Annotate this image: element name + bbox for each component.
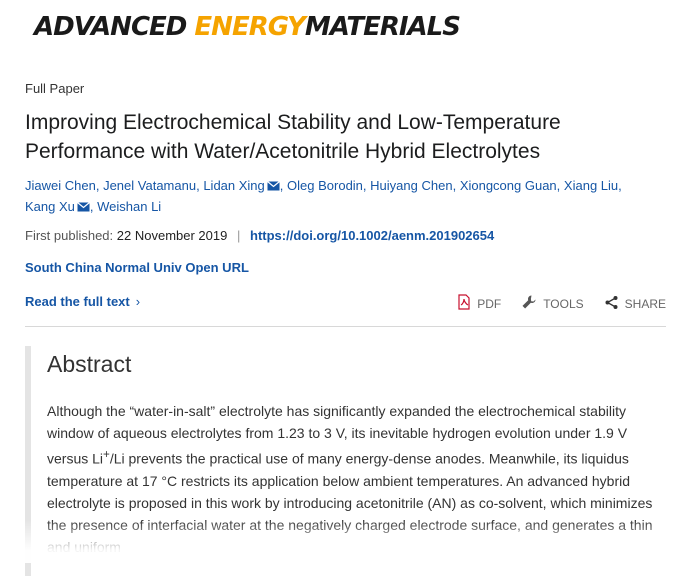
content-fade [25,520,692,563]
pdf-button[interactable]: PDF [457,294,501,313]
read-full-text-link[interactable]: Read the full text › [25,294,140,309]
author-link[interactable]: Xiang Liu, [564,178,622,193]
author-name: Huiyang Chen [370,178,453,193]
pdf-label: PDF [477,296,502,311]
share-button[interactable]: SHARE [604,294,666,313]
author-separator: , [279,178,284,193]
author-separator: , [196,178,200,193]
section-divider [25,326,666,327]
journal-name-part1: ADVANCED [34,12,195,42]
author-link[interactable]: Huiyang Chen, [370,178,456,193]
author-link[interactable]: Lidan Xing, [203,178,283,193]
author-link[interactable]: Weishan Li [97,199,161,214]
publication-info: First published: 22 November 2019 | http… [25,228,494,243]
author-name: Oleg Borodin [287,178,363,193]
open-url-link[interactable]: South China Normal Univ Open URL [25,260,249,275]
read-full-text-label: Read the full text [25,294,130,309]
published-date: 22 November 2019 [116,228,228,243]
author-separator: , [618,178,622,193]
doi-link[interactable]: https://doi.org/10.1002/aenm.201902654 [250,228,495,243]
tools-label: TOOLS [543,296,584,311]
author-list: Jiawei Chen, Jenel Vatamanu, Lidan Xing,… [25,176,675,218]
wrench-icon [521,294,537,313]
journal-name-part2: ENERGY [194,12,305,42]
author-name: Kang Xu [25,199,75,214]
author-name: Jenel Vatamanu [103,178,197,193]
author-link[interactable]: Jenel Vatamanu, [103,178,200,193]
email-icon[interactable] [76,198,90,218]
author-separator: , [95,178,100,193]
author-separator: , [452,178,457,193]
author-name: Xiang Liu [563,178,619,193]
author-link[interactable]: Jiawei Chen, [25,178,99,193]
pdf-icon [457,294,471,313]
author-separator: , [362,178,367,193]
journal-name-part3: MATERIALS [304,12,461,42]
author-link[interactable]: Oleg Borodin, [287,178,367,193]
chevron-right-icon: › [135,294,141,309]
author-name: Jiawei Chen [25,178,96,193]
author-separator: , [89,199,94,214]
author-name: Lidan Xing [203,178,265,193]
separator: | [236,228,241,243]
share-label: SHARE [624,296,666,311]
abstract-superscript: + [103,448,110,461]
journal-logo[interactable]: ADVANCED ENERGYMATERIALS [34,12,461,42]
email-icon[interactable] [266,177,280,197]
author-link[interactable]: Xiongcong Guan, [460,178,560,193]
first-published-label: First published: [25,228,114,243]
article-tools: PDF TOOLS SHARE [457,294,666,313]
author-separator: , [556,178,561,193]
share-icon [604,295,619,313]
author-name: Weishan Li [97,199,162,214]
author-name: Xiongcong Guan [459,178,557,193]
author-link[interactable]: Kang Xu, [25,199,94,214]
abstract-text-part1: Although the “water-in-salt” electrolyte… [47,403,628,467]
tools-button[interactable]: TOOLS [521,294,584,313]
article-type: Full Paper [25,81,85,96]
article-title: Improving Electrochemical Stability and … [25,111,561,163]
abstract-heading: Abstract [47,351,132,377]
